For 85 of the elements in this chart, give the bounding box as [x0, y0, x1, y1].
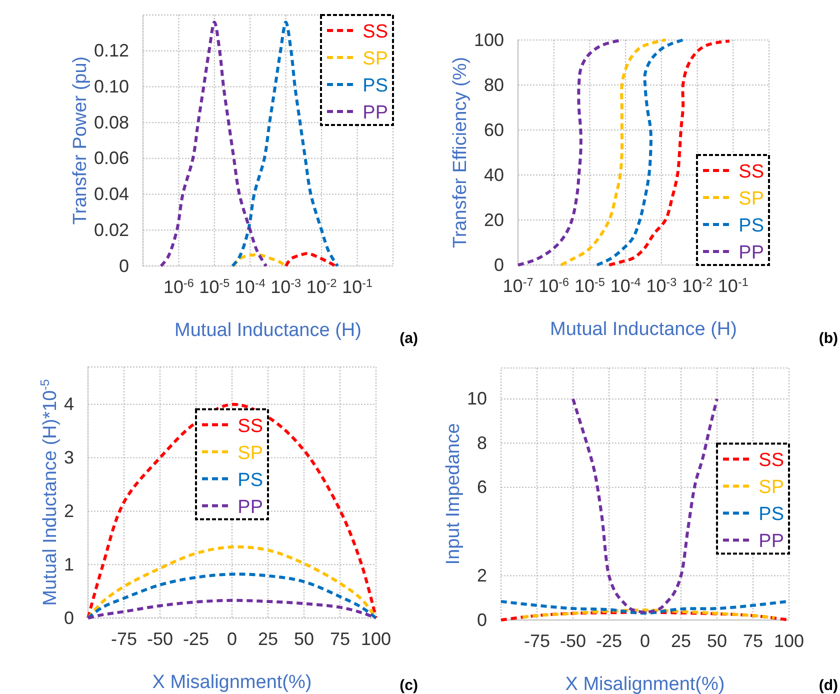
- legend-label: PS: [758, 504, 784, 526]
- y-tick-label: 0.08: [94, 112, 129, 132]
- x-tick-label: 10$^{-2}$: [306, 276, 337, 297]
- x-tick-label: 10$^{-4}$: [234, 276, 266, 297]
- x-axis-title: Mutual Inductance (H): [174, 320, 362, 341]
- legend-label: PS: [238, 470, 263, 491]
- y-tick-label: 0: [118, 256, 129, 276]
- line-series: [86, 545, 378, 620]
- legend-label: SP: [738, 188, 764, 210]
- legend-label: SP: [362, 48, 388, 70]
- y-tick-label: 3: [64, 448, 74, 468]
- legend-label: PS: [362, 76, 388, 96]
- y-tick-label: 0: [476, 610, 487, 630]
- y-tick-label: 0: [64, 608, 74, 628]
- line-series: [86, 402, 378, 620]
- line-series: [86, 572, 378, 620]
- x-tick-label: 10$^{-6}$: [163, 276, 194, 297]
- x-tick-label: 100: [774, 630, 804, 651]
- y-tick-label: 0.10: [94, 76, 129, 96]
- y-tick-label: 10: [466, 388, 487, 409]
- legend-label: SS: [758, 450, 784, 472]
- text: (c): [400, 677, 418, 694]
- x-tick-label: 75: [330, 628, 350, 649]
- legend-label: PP: [758, 531, 784, 552]
- x-tick-label: -50: [560, 630, 586, 651]
- y-tick-label: 20: [484, 210, 504, 230]
- legend-label: PP: [362, 102, 388, 124]
- y-tick-label: 0.04: [94, 184, 129, 204]
- x-tick-label: 10$^{-1}$: [718, 275, 748, 296]
- x-axis-title: X Misalignment(%): [152, 672, 312, 693]
- line-series: [521, 608, 776, 620]
- y-tick-label: 0: [494, 254, 504, 275]
- y-tick-label: 2: [476, 566, 487, 586]
- x-tick-label: 10$^{-5}$: [574, 275, 606, 296]
- x-tick-label: 0: [640, 630, 650, 651]
- legend-label: SS: [362, 22, 388, 42]
- x-tick-label: -50: [146, 628, 174, 649]
- y-tick-label: 8: [476, 432, 487, 453]
- x-tick-label: 10$^{-5}$: [199, 276, 230, 297]
- y-tick-label: 60: [484, 120, 504, 140]
- x-tick-label: 10$^{-6}$: [538, 275, 570, 296]
- legend-label: SP: [758, 477, 784, 498]
- legend-label: PS: [738, 216, 764, 236]
- x-tick-label: 100: [360, 628, 392, 649]
- legend-label: SS: [738, 162, 764, 182]
- y-tick-label: 6: [476, 477, 487, 498]
- y-tick-label: 80: [484, 74, 504, 95]
- x-tick-label: 50: [706, 630, 728, 651]
- text: (d): [818, 677, 838, 694]
- x-tick-label: 10$^{-7}$: [502, 275, 534, 296]
- x-tick-label: 75: [742, 630, 764, 651]
- x-tick-label: 50: [294, 628, 314, 649]
- x-tick-label: -25: [182, 628, 210, 649]
- x-tick-label: 10$^{-3}$: [646, 275, 677, 296]
- y-axis-title: Transfer Power (pu): [70, 56, 91, 225]
- x-tick-label: 10$^{-1}$: [342, 276, 373, 297]
- legend-label: SP: [238, 442, 263, 464]
- y-tick-label: 40: [484, 164, 504, 185]
- x-tick-label: 25: [258, 628, 278, 649]
- text: (a): [400, 330, 418, 347]
- legend-label: PP: [238, 496, 263, 518]
- y-tick-label: 2: [64, 500, 74, 521]
- legend-label: PP: [738, 242, 764, 264]
- x-tick-label: 10$^{-3}$: [270, 276, 302, 297]
- x-axis-title: X Misalignment(%): [565, 674, 725, 694]
- y-tick-label: 0.02: [94, 220, 129, 240]
- x-tick-label: 10$^{-2}$: [682, 275, 713, 296]
- x-tick-label: 10$^{-4}$: [610, 275, 642, 296]
- x-tick-label: 0: [226, 628, 238, 649]
- y-tick-label: 100: [474, 30, 504, 50]
- y-tick-label: 0.06: [94, 148, 129, 168]
- x-tick-label: -25: [596, 630, 622, 651]
- x-axis-title: Mutual Inductance (H): [550, 319, 737, 340]
- legend-label: SS: [238, 416, 263, 437]
- y-axis-title: Input Impedance: [442, 423, 464, 565]
- text: (b): [818, 330, 838, 347]
- line-series: [86, 598, 378, 620]
- x-tick-label: -75: [524, 630, 550, 651]
- x-tick-label: -75: [110, 628, 138, 649]
- y-tick-label: 1: [64, 554, 74, 574]
- line-series: [572, 397, 718, 614]
- y-tick-label: 0.12: [94, 40, 129, 61]
- y-tick-label: 4: [64, 394, 74, 414]
- y-axis-title: Transfer Efficiency (%): [450, 56, 471, 248]
- x-tick-label: 25: [670, 630, 692, 651]
